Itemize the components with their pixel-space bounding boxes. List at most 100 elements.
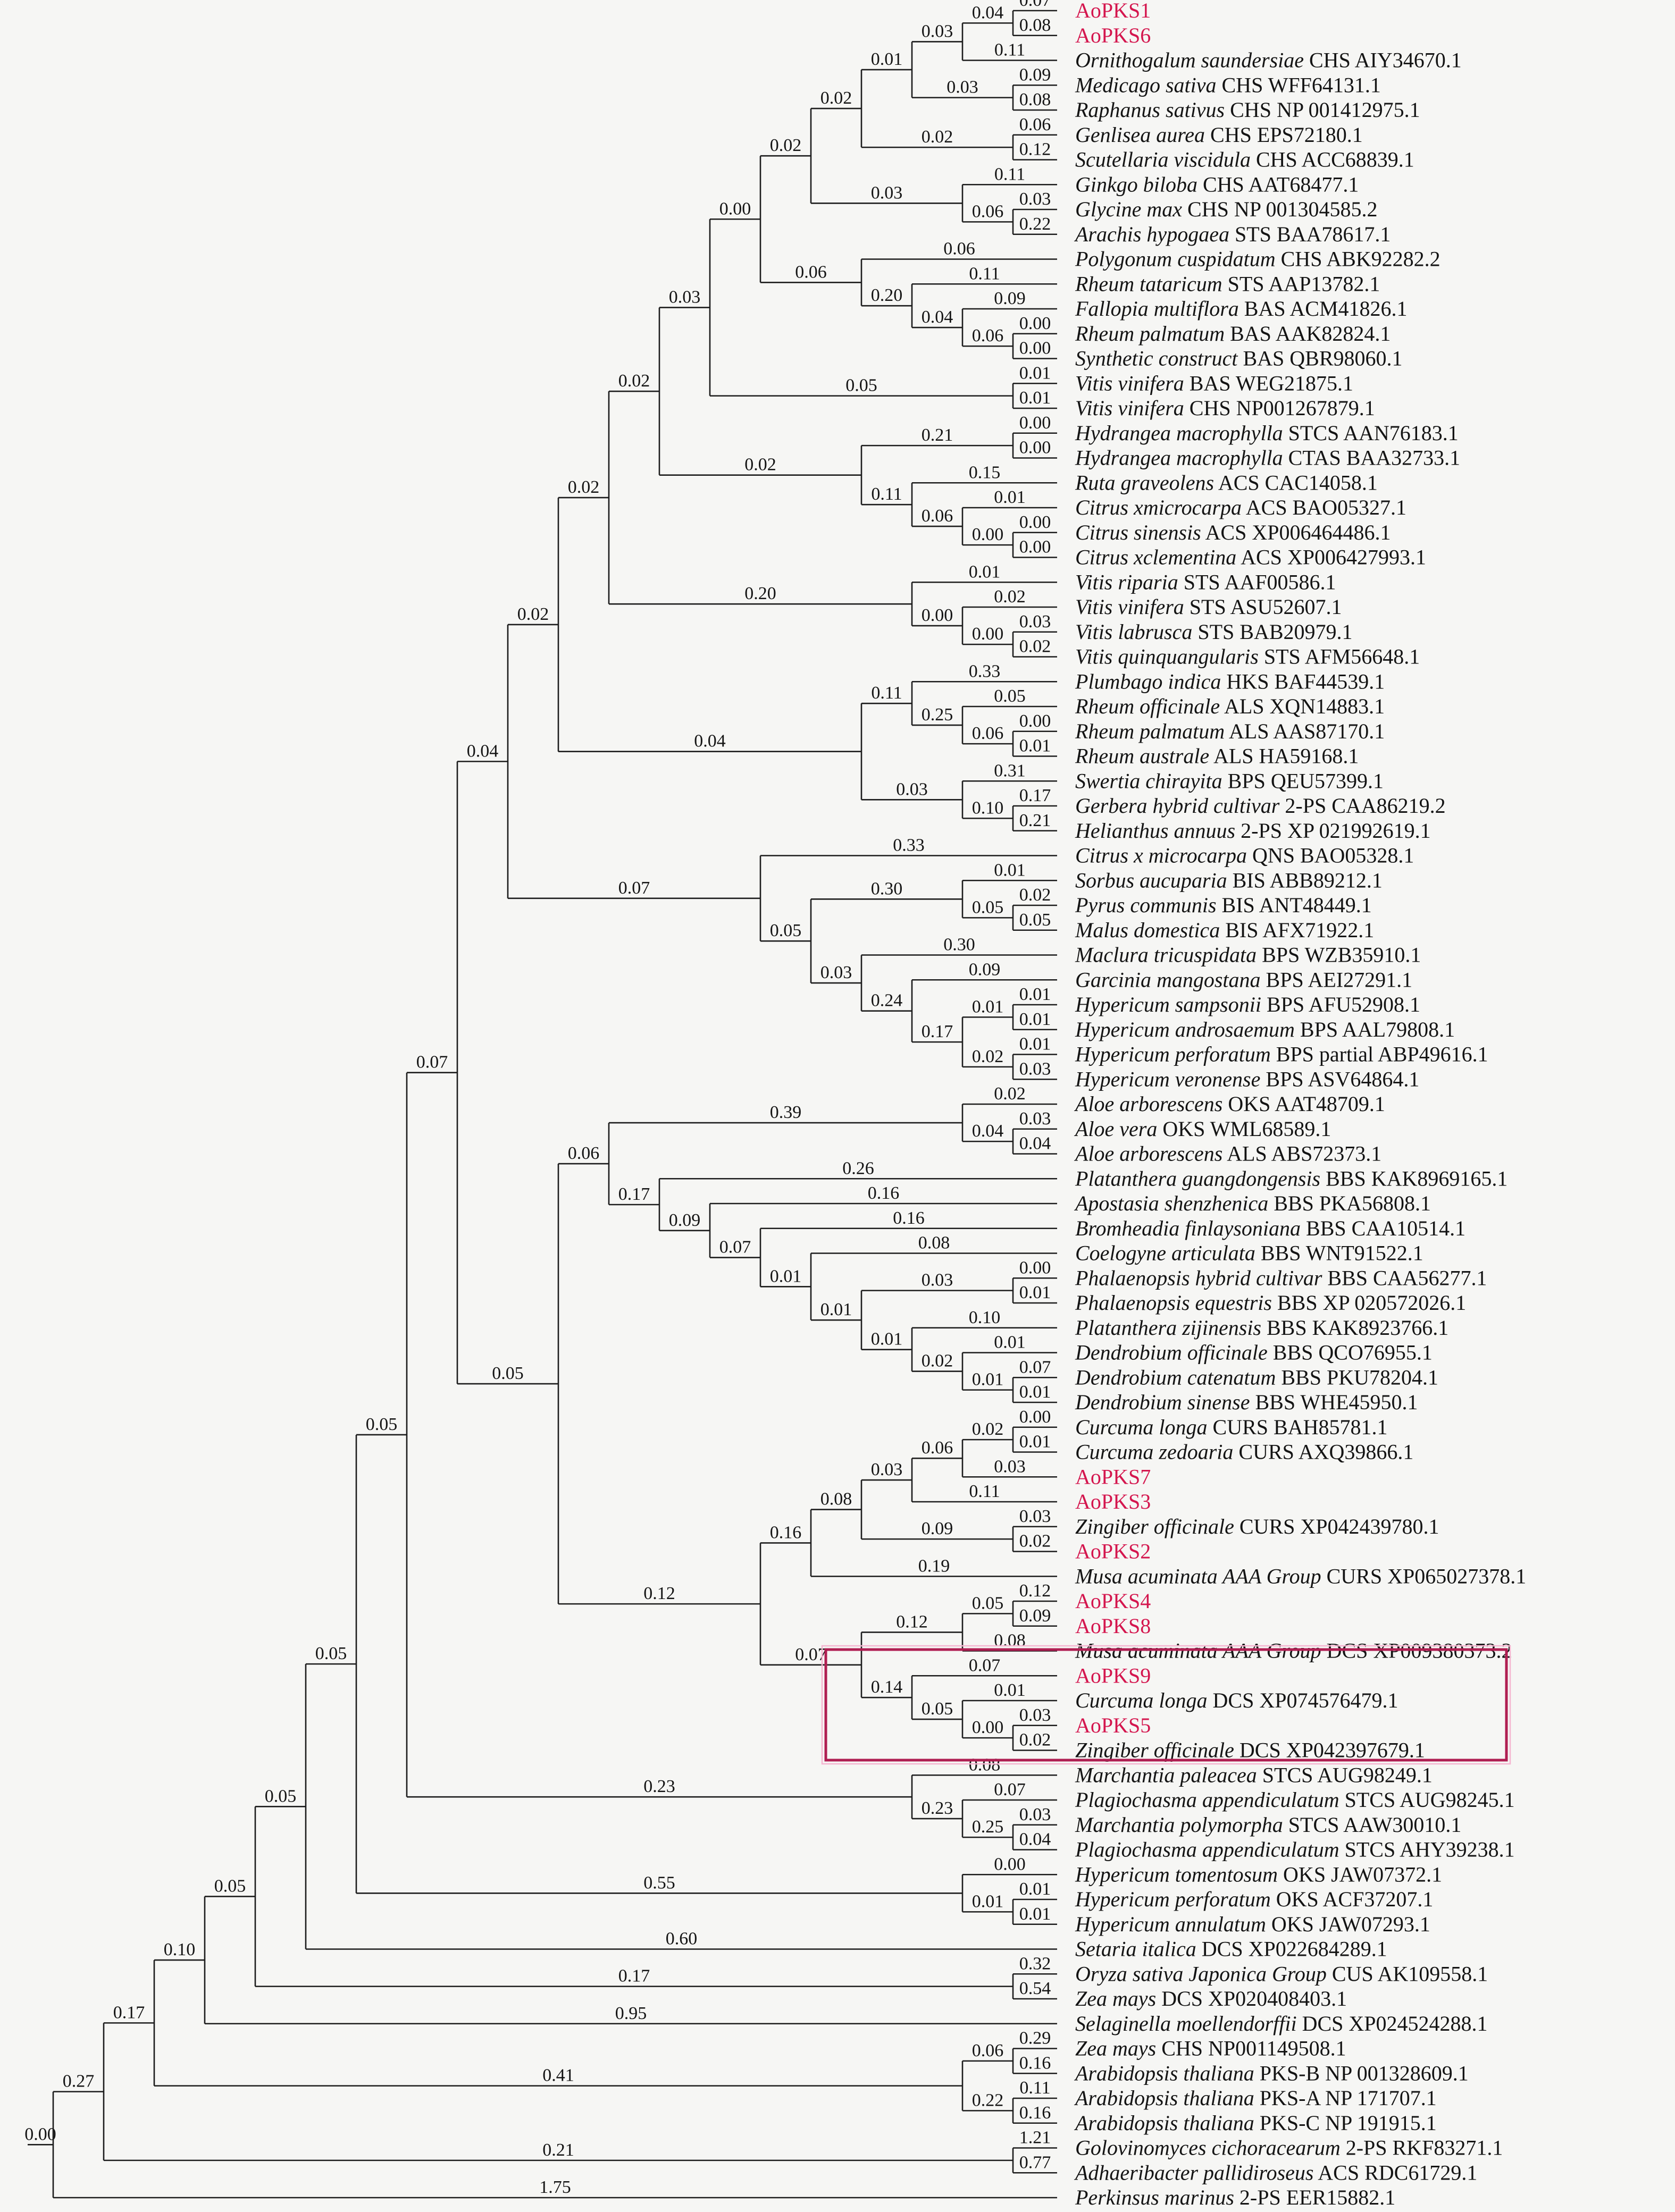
leaf-label-aopks: AoPKS4	[1075, 1589, 1151, 1613]
branch-length-label: 0.17	[113, 2003, 145, 2022]
branch-length-label: 0.05	[214, 1876, 246, 1896]
branch-length-label: 0.06	[795, 262, 827, 282]
branch-length-label: 0.10	[164, 1940, 196, 1959]
leaf-label: Zea mays CHS NP001149508.1	[1075, 2037, 1346, 2060]
leaf-label: Plagiochasma appendiculatum STCS AHY3923…	[1075, 1838, 1515, 1862]
branch-length-label: 1.75	[539, 2177, 571, 2197]
leaf-label: Platanthera guangdongensis BBS KAK896916…	[1075, 1166, 1508, 1190]
branch-length-label: 0.02	[568, 477, 600, 497]
branch-length-label: 0.02	[972, 1047, 1004, 1066]
leaf-label: Hypericum annulatum OKS JAW07293.1	[1075, 1912, 1430, 1936]
branch-length-label: 0.20	[744, 584, 776, 603]
leaf-label: Raphanus sativus CHS NP 001412975.1	[1075, 98, 1420, 122]
leaf-label: Curcuma longa DCS XP074576479.1	[1075, 1688, 1398, 1712]
leaf-label: Apostasia shenzhenica BBS PKA56808.1	[1074, 1191, 1431, 1215]
leaf-label: Helianthus annuus 2-PS XP 021992619.1	[1075, 819, 1431, 843]
leaf-label: Adhaeribacter pallidiroseus ACS RDC61729…	[1074, 2160, 1477, 2184]
branch-length-label: 0.07	[1019, 1357, 1051, 1377]
branch-length-label: 0.09	[1019, 1606, 1051, 1626]
leaf-label-aopks: AoPKS1	[1075, 0, 1151, 22]
leaf-label: Fallopia multiflora BAS ACM41826.1	[1075, 297, 1408, 321]
branch-length-label: 0.03	[820, 963, 852, 982]
leaf-label: Dendrobium catenatum BBS PKU78204.1	[1075, 1365, 1438, 1389]
branch-length-label: 0.04	[1019, 1830, 1051, 1849]
leaf-label: Maclura tricuspidata BPS WZB35910.1	[1075, 943, 1421, 967]
leaf-label-aopks: AoPKS9	[1075, 1663, 1151, 1687]
branch-length-label: 0.12	[896, 1612, 928, 1631]
leaf-label: Hydrangea macrophylla STCS AAN76183.1	[1075, 421, 1459, 445]
branch-length-label: 0.03	[1019, 1109, 1051, 1129]
leaf-label: Phalaenopsis equestris BBS XP 020572026.…	[1075, 1291, 1466, 1315]
leaf-label: Vitis vinifera BAS WEG21875.1	[1075, 371, 1353, 395]
leaf-label: Oryza sativa Japonica Group CUS AK109558…	[1075, 1962, 1488, 1986]
leaf-label: Malus domestica BIS AFX71922.1	[1075, 918, 1374, 942]
branch-length-label: 0.08	[820, 1490, 852, 1509]
branch-length-label: 0.07	[1019, 0, 1051, 10]
branch-length-label: 0.01	[1019, 736, 1051, 756]
branch-length-label: 0.07	[994, 1780, 1026, 1799]
branch-length-label: 0.06	[922, 1438, 953, 1458]
branch-length-label: 0.01	[1019, 1432, 1051, 1452]
highlight-box	[824, 1648, 1508, 1762]
leaf-label-aopks: AoPKS8	[1075, 1614, 1151, 1638]
leaf-label: Zingiber officinale CURS XP042439780.1	[1075, 1515, 1439, 1538]
branch-length-label: 0.22	[1019, 214, 1051, 234]
leaf-label: Selaginella moellendorffii DCS XP0245242…	[1075, 2012, 1488, 2036]
branch-length-label: 0.11	[969, 264, 1000, 283]
branch-length-label: 0.17	[618, 1966, 650, 1986]
leaf-label: Glycine max CHS NP 001304585.2	[1075, 197, 1377, 221]
branch-length-label: 0.20	[871, 285, 903, 305]
leaf-label: Swertia chirayita BPS QEU57399.1	[1075, 769, 1384, 793]
branch-length-label: 0.03	[1019, 1059, 1051, 1079]
branch-length-label: 0.01	[969, 562, 1001, 582]
branch-length-label: 0.24	[871, 991, 903, 1011]
branch-length-label: 0.14	[871, 1677, 903, 1697]
leaf-label: Coelogyne articulata BBS WNT91522.1	[1075, 1241, 1423, 1265]
leaf-label: Citrus sinensis ACS XP006464486.1	[1075, 520, 1391, 544]
branch-length-label: 0.03	[922, 21, 953, 41]
branch-length-label: 0.04	[694, 731, 726, 751]
leaf-label-aopks: AoPKS5	[1075, 1713, 1151, 1737]
leaf-label: Hypericum perforatum OKS ACF37207.1	[1075, 1887, 1433, 1911]
branch-length-label: 0.00	[1019, 711, 1051, 731]
branch-length-label: 0.16	[893, 1208, 925, 1228]
branch-length-label: 0.04	[1019, 1134, 1051, 1154]
branch-length-label: 0.27	[63, 2072, 95, 2091]
leaf-label: Polygonum cuspidatum CHS ABK92282.2	[1075, 247, 1440, 271]
leaf-label: Ginkgo biloba CHS AAT68477.1	[1075, 172, 1359, 196]
leaf-label: Synthetic construct BAS QBR98060.1	[1075, 347, 1403, 371]
leaf-label: Hypericum veronense BPS ASV64864.1	[1075, 1067, 1419, 1091]
leaf-label: Ruta graveolens ACS CAC14058.1	[1075, 470, 1378, 494]
branch-length-label: 0.02	[1019, 885, 1051, 905]
branch-length-label: 0.03	[871, 1460, 903, 1479]
leaf-label: Zea mays DCS XP020408403.1	[1075, 1987, 1347, 2011]
branch-length-label: 0.19	[918, 1556, 950, 1576]
leaf-label: Curcuma zedoaria CURS AXQ39866.1	[1075, 1440, 1413, 1464]
branch-length-label: 0.04	[972, 1121, 1004, 1141]
leaf-label: Scutellaria viscidula CHS ACC68839.1	[1075, 148, 1414, 172]
branch-length-label: 0.11	[994, 164, 1025, 184]
branch-length-label: 0.03	[871, 183, 903, 203]
leaf-label: Vitis vinifera CHS NP001267879.1	[1075, 396, 1375, 420]
branch-length-label: 0.03	[994, 1457, 1026, 1476]
leaf-label: Rheum australe ALS HA59168.1	[1075, 744, 1359, 768]
leaf-label: Pyrus communis BIS ANT48449.1	[1075, 893, 1372, 917]
branch-length-label: 0.10	[969, 1308, 1001, 1327]
leaf-label: Ornithogalum saundersiae CHS AIY34670.1	[1075, 48, 1462, 72]
branch-length-label: 0.39	[770, 1103, 802, 1122]
leaf-label: Rheum palmatum ALS AAS87170.1	[1075, 719, 1385, 743]
branch-length-label: 0.12	[1019, 1581, 1051, 1601]
leaf-label: Vitis vinifera STS ASU52607.1	[1075, 595, 1342, 619]
branch-length-label: 0.30	[943, 935, 975, 955]
branch-length-label: 0.01	[1019, 1283, 1051, 1302]
branch-length-label: 0.21	[542, 2140, 574, 2160]
branch-length-label: 0.00	[1019, 1407, 1051, 1427]
branch-length-label: 0.41	[542, 2066, 574, 2085]
branch-length-label: 0.11	[871, 683, 902, 703]
branch-length-label: 0.09	[994, 289, 1026, 308]
highlight-box-glow	[821, 1645, 1511, 1765]
leaf-label: Citrus xmicrocarpa ACS BAO05327.1	[1075, 495, 1406, 519]
branch-length-label: 0.16	[868, 1183, 900, 1203]
branch-length-label: 0.05	[972, 1593, 1004, 1613]
branch-length-label: 0.06	[922, 506, 953, 526]
